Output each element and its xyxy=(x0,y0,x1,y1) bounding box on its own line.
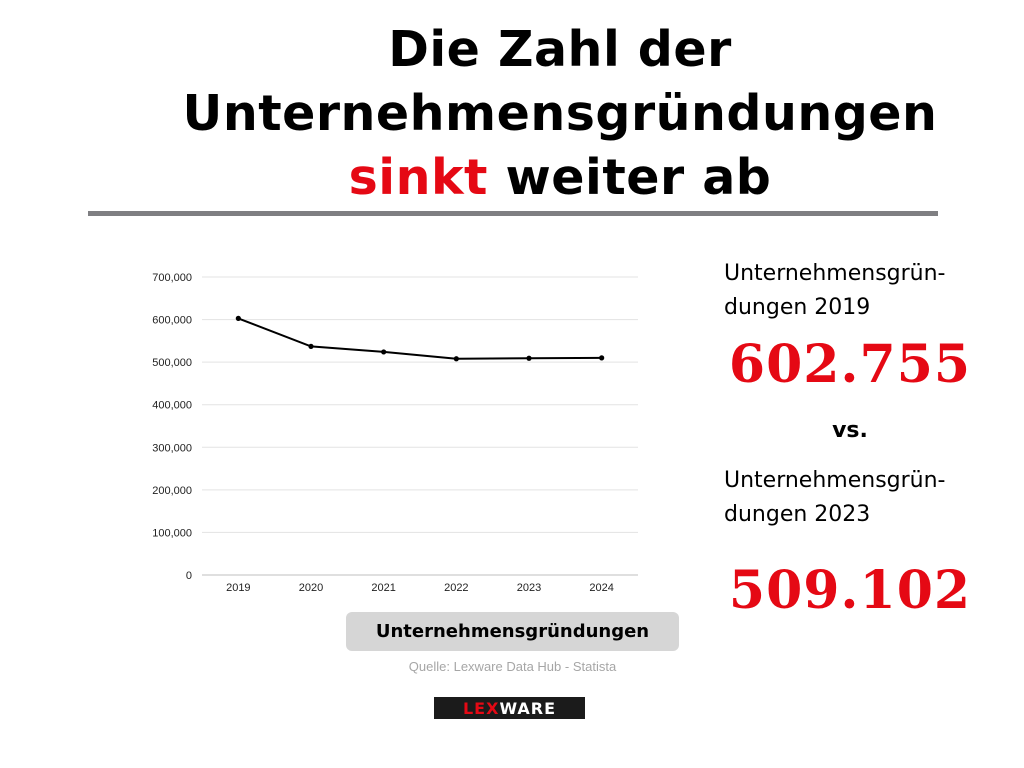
x-tick-label: 2022 xyxy=(444,582,468,594)
y-tick-label: 200,000 xyxy=(152,485,192,497)
y-tick-label: 700,000 xyxy=(152,272,192,284)
y-tick-label: 400,000 xyxy=(152,400,192,412)
y-tick-label: 500,000 xyxy=(152,357,192,369)
logo-part-lex: LEX xyxy=(462,698,500,718)
stat-label-2019: Unternehmensgrün- dungen 2019 xyxy=(724,257,946,325)
y-tick-label: 300,000 xyxy=(152,442,192,454)
vs-label: vs. xyxy=(832,418,868,443)
data-point xyxy=(235,315,241,321)
data-point xyxy=(381,349,387,355)
x-tick-label: 2020 xyxy=(299,582,323,594)
stat-label-2023: Unternehmensgrün- dungen 2023 xyxy=(724,464,946,532)
title-divider xyxy=(88,211,938,216)
source-note: Quelle: Lexware Data Hub - Statista xyxy=(408,659,617,674)
x-tick-label: 2024 xyxy=(589,582,613,594)
stat-label-2023-line-1: Unternehmensgrün- xyxy=(724,468,946,493)
title-accent: sinkt xyxy=(348,149,488,206)
y-tick-label: 0 xyxy=(186,570,192,582)
title-line-2: Unternehmensgründungen xyxy=(182,85,938,142)
stat-value-2019: 602.755 xyxy=(728,334,972,395)
chart-series-label: Unternehmensgründungen xyxy=(346,612,679,651)
title-line-1: Die Zahl der xyxy=(388,21,732,78)
series-line xyxy=(237,317,602,360)
title-rest: weiter ab xyxy=(487,149,772,206)
data-point xyxy=(308,343,314,349)
line-chart: 0 100,000 200,000 300,000 400,000 500,000 600,… xyxy=(152,272,638,594)
y-tick-label: 600,000 xyxy=(152,315,192,327)
stat-label-2019-line-2: dungen 2019 xyxy=(724,295,871,320)
stat-label-2019-line-1: Unternehmensgrün- xyxy=(724,261,946,286)
data-point xyxy=(599,355,605,361)
logo-part-ware: WARE xyxy=(499,698,557,718)
x-tick-label: 2019 xyxy=(226,582,250,594)
page-title: Die Zahl der Unternehmensgründungen sink… xyxy=(120,18,1000,210)
title-line-3: sinkt weiter ab xyxy=(120,146,1000,210)
data-point xyxy=(453,356,459,362)
stat-label-2023-line-2: dungen 2023 xyxy=(724,502,871,527)
x-tick-label: 2021 xyxy=(371,582,395,594)
y-tick-label: 100,000 xyxy=(152,527,192,539)
stat-value-2023: 509.102 xyxy=(728,560,972,621)
x-tick-label: 2023 xyxy=(517,582,541,594)
lexware-logo: LEX WARE xyxy=(434,697,585,719)
data-point xyxy=(526,355,532,361)
